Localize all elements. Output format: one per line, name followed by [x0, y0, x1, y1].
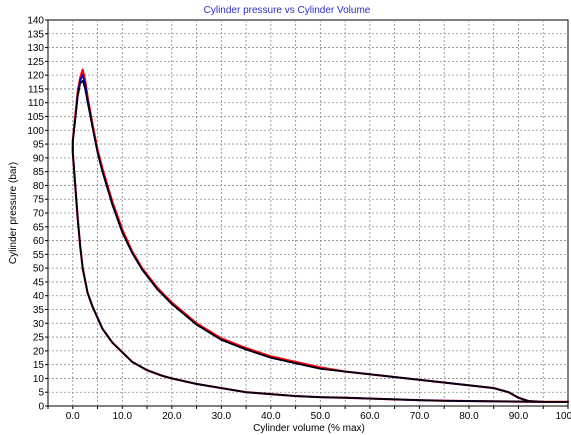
y-tick-label: 0: [38, 402, 44, 413]
x-tick-label: 70.0: [410, 411, 430, 422]
y-tick-label: 90: [33, 153, 45, 164]
y-tick-label: 65: [33, 222, 45, 233]
y-tick-label: 40: [33, 291, 45, 302]
y-tick-label: 75: [33, 195, 45, 206]
x-tick-label: 50.0: [311, 411, 331, 422]
x-tick-label: 30.0: [212, 411, 232, 422]
chart-title: Cylinder pressure vs Cylinder Volume: [204, 5, 371, 16]
y-tick-label: 35: [33, 305, 45, 316]
series-layer: [71, 68, 570, 403]
x-tick-label: 0.0: [66, 411, 80, 422]
y-tick-label: 60: [33, 236, 45, 247]
y-tick-label: 80: [33, 181, 45, 192]
y-tick-label: 100: [27, 126, 44, 137]
y-tick-label: 115: [28, 84, 44, 95]
x-tick-label: 20.0: [162, 411, 182, 422]
x-axis-ticks: 0.0 10.0 20.0 30.0 40.0 50.0 60.0 70.0 80.0 90.0 1…: [47, 406, 571, 422]
y-tick-label: 25: [33, 333, 45, 344]
y-tick-label: 50: [33, 264, 45, 275]
x-tick-label: 80.0: [459, 411, 479, 422]
y-tick-label: 95: [33, 140, 45, 151]
y-tick-label: 110: [28, 98, 44, 109]
y-tick-label: 30: [33, 319, 45, 330]
y-tick-label: 130: [27, 43, 44, 54]
y-tick-label: 125: [27, 57, 44, 68]
y-tick-label: 5: [38, 388, 44, 399]
y-tick-label: 15: [33, 360, 45, 371]
y-tick-label: 10: [33, 374, 45, 385]
y-tick-label: 105: [27, 112, 44, 123]
x-axis-label: Cylinder volume (% max): [253, 423, 365, 434]
x-tick-label: 10.0: [113, 411, 133, 422]
y-tick-label: 85: [33, 167, 45, 178]
y-tick-label: 70: [33, 209, 45, 220]
x-tick-label: 40.0: [261, 411, 281, 422]
y-tick-label: 20: [33, 346, 45, 357]
series-line-2: [71, 79, 569, 403]
y-axis-ticks: 0 5 10 15 20 25 30 35 40 45 50 55 60 65 70 75 80 85 90 95 10…: [27, 16, 48, 413]
y-axis-label: Cylinder pressure (bar): [8, 162, 19, 264]
y-tick-label: 135: [27, 29, 44, 40]
y-tick-label: 140: [27, 16, 44, 27]
y-tick-label: 120: [27, 71, 44, 82]
grid-layer: [48, 20, 568, 406]
x-tick-label: 100.0: [555, 411, 571, 422]
x-tick-label: 90.0: [509, 411, 529, 422]
y-tick-label: 55: [33, 250, 45, 261]
x-tick-label: 60.0: [360, 411, 380, 422]
y-tick-label: 45: [33, 277, 45, 288]
